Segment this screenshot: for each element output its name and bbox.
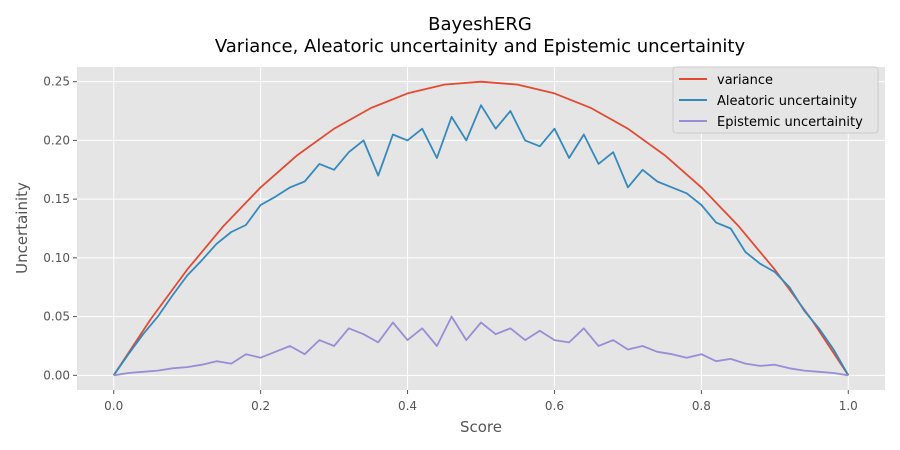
y-tick-label: 0.25 (43, 75, 70, 89)
x-tick-label: 0.8 (692, 399, 711, 413)
series-line-epistemic (113, 315, 849, 377)
legend-label: variance (717, 73, 773, 88)
x-tick-label: 0.4 (398, 399, 417, 413)
x-tick-label: 1.0 (839, 399, 858, 413)
legend: variance Aleatoric uncertainity Epistemic … (672, 66, 879, 134)
series-line-aleatoric (112, 104, 850, 376)
series-lines (112, 80, 850, 377)
y-tick-label: 0.00 (43, 368, 70, 382)
legend-box (672, 66, 879, 134)
axis-ticks: 0.0 0.2 0.4 0.6 0.8 1.0 0.00 0.05 0.10 0.15 0.20 0.… (43, 75, 858, 413)
x-tick-label: 0.6 (545, 399, 564, 413)
y-tick-label: 0.10 (43, 251, 70, 265)
legend-label: Epistemic uncertainity (717, 115, 863, 130)
y-tick-label: 0.20 (43, 133, 70, 147)
x-tick-label: 0.2 (251, 399, 270, 413)
chart-subtitle: Variance, Aleatoric uncertainity and Epi… (215, 36, 746, 57)
x-axis-label: Score (460, 418, 502, 436)
legend-label: Aleatoric uncertainity (717, 94, 857, 109)
gridlines (77, 67, 885, 390)
chart-title: BayeshERG (428, 14, 532, 35)
series-line-variance (112, 80, 850, 376)
x-tick-label: 0.0 (104, 399, 123, 413)
y-tick-label: 0.15 (43, 192, 70, 206)
y-tick-label: 0.05 (43, 310, 70, 324)
y-axis-label: Uncertainity (13, 182, 31, 274)
